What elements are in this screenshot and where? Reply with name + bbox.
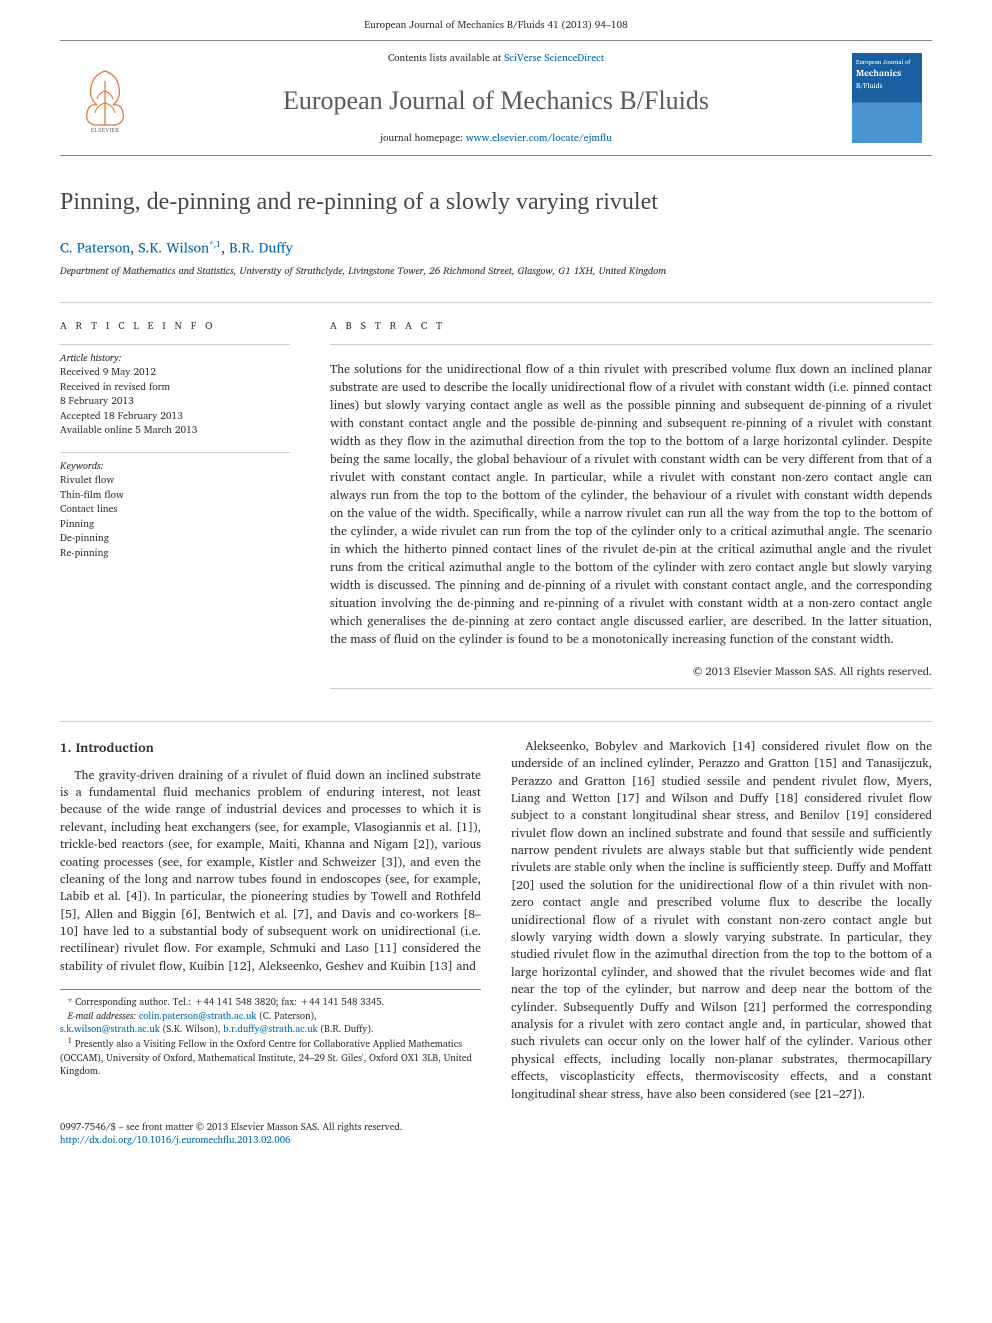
email-link[interactable]: b.r.duffy@strath.ac.uk: [223, 1022, 317, 1037]
email-link[interactable]: s.k.wilson@strath.ac.uk: [60, 1022, 160, 1037]
keyword: Pinning: [60, 517, 290, 532]
journal-cover-cell: European Journal of Mechanics B/Fluids: [842, 41, 932, 155]
front-matter-line: 0997-7546/$ – see front matter © 2013 El…: [60, 1121, 932, 1134]
abstract-column: A B S T R A C T The solutions for the un…: [330, 319, 932, 689]
history-line: Received 9 May 2012: [60, 365, 290, 380]
elsevier-tree-icon: ELSEVIER: [75, 63, 135, 133]
abstract-label: A B S T R A C T: [330, 319, 932, 334]
body-two-column: 1. Introduction The gravity-driven drain…: [60, 738, 932, 1103]
citation-text: European Journal of Mechanics B/Fluids 4…: [364, 17, 628, 33]
corresponding-footnote: * Corresponding author. Tel.: +44 141 54…: [60, 996, 481, 1009]
divider: [330, 688, 932, 689]
journal-cover-thumbnail: European Journal of Mechanics B/Fluids: [852, 53, 922, 143]
email-footnote: s.k.wilson@strath.ac.uk (S.K. Wilson), b…: [60, 1023, 481, 1036]
body-paragraph: The gravity-driven draining of a rivulet…: [60, 767, 481, 976]
journal-homepage-line: journal homepage: www.elsevier.com/locat…: [150, 131, 842, 145]
history-line: 8 February 2013: [60, 394, 290, 409]
history-line: Accepted 18 February 2013: [60, 409, 290, 424]
divider: [60, 302, 932, 303]
publisher-logo-cell: ELSEVIER: [60, 41, 150, 155]
svg-text:ELSEVIER: ELSEVIER: [91, 128, 119, 133]
keyword: Contact lines: [60, 502, 290, 517]
author-link[interactable]: S.K. Wilson: [138, 237, 209, 260]
section-heading: 1. Introduction: [60, 738, 481, 757]
masthead-center: Contents lists available at SciVerse Sci…: [150, 41, 842, 155]
running-head: European Journal of Mechanics B/Fluids 4…: [0, 0, 992, 40]
corresponding-mark: *,1: [209, 236, 221, 251]
keyword: De-pinning: [60, 531, 290, 546]
divider: [60, 721, 932, 722]
keywords-label: Keywords:: [60, 459, 290, 474]
divider: [330, 344, 932, 345]
keyword: Rivulet flow: [60, 473, 290, 488]
history-line: Received in revised form: [60, 380, 290, 395]
abstract-copyright: © 2013 Elsevier Masson SAS. All rights r…: [330, 663, 932, 680]
email-footnote: E-mail addresses: colin.paterson@strath.…: [60, 1010, 481, 1023]
sciencedirect-link[interactable]: SciVerse ScienceDirect: [504, 50, 604, 66]
article-title: Pinning, de-pinning and re-pinning of a …: [60, 186, 932, 220]
visiting-fellow-footnote: 1 Presently also a Visiting Fellow in th…: [60, 1036, 481, 1078]
author-link[interactable]: C. Paterson: [60, 237, 130, 260]
keywords-block: Keywords: Rivulet flow Thin-film flow Co…: [60, 452, 290, 561]
keyword: Re-pinning: [60, 546, 290, 561]
article-info-label: A R T I C L E I N F O: [60, 319, 290, 334]
page-footer: 0997-7546/$ – see front matter © 2013 El…: [0, 1103, 992, 1168]
article-info-column: A R T I C L E I N F O Article history: R…: [60, 319, 290, 689]
journal-title: European Journal of Mechanics B/Fluids: [150, 83, 842, 119]
authors-line: C. Paterson, S.K. Wilson*,1, B.R. Duffy: [60, 238, 932, 258]
history-label: Article history:: [60, 351, 290, 366]
author-link[interactable]: B.R. Duffy: [229, 237, 293, 260]
footnotes-block: * Corresponding author. Tel.: +44 141 54…: [60, 989, 481, 1078]
history-line: Available online 5 March 2013: [60, 423, 290, 438]
doi-link[interactable]: http://dx.doi.org/10.1016/j.euromechflu.…: [60, 1133, 290, 1148]
keyword: Thin-film flow: [60, 488, 290, 503]
affiliation: Department of Mathematics and Statistics…: [60, 264, 932, 278]
article-history-block: Article history: Received 9 May 2012 Rec…: [60, 344, 290, 438]
contents-available-line: Contents lists available at SciVerse Sci…: [150, 51, 842, 65]
body-paragraph: Alekseenko, Bobylev and Markovich [14] c…: [511, 738, 932, 1103]
abstract-text: The solutions for the unidirectional flo…: [330, 361, 932, 649]
masthead: ELSEVIER Contents lists available at Sci…: [60, 40, 932, 156]
journal-homepage-link[interactable]: www.elsevier.com/locate/ejmflu: [466, 130, 612, 146]
info-abstract-row: A R T I C L E I N F O Article history: R…: [60, 319, 932, 689]
footnote-mark: 1: [68, 1035, 72, 1047]
